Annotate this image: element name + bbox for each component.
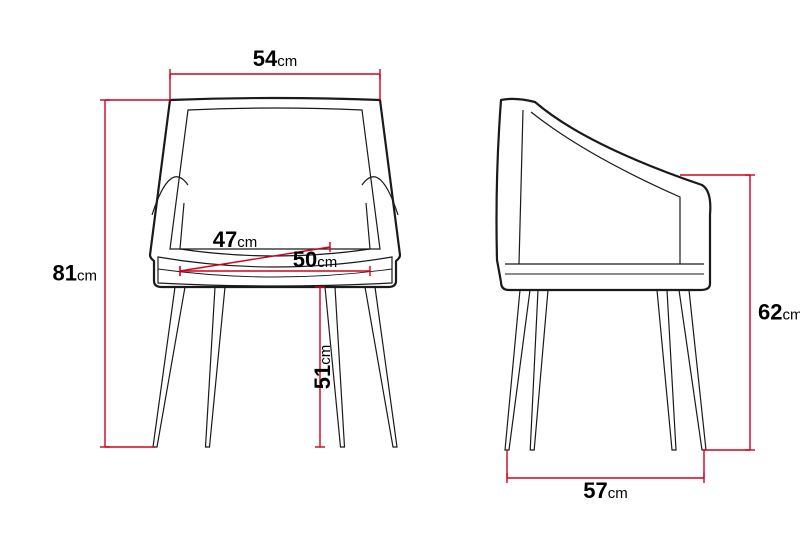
dim-label-seat_height: 51cm [310, 345, 335, 389]
chair-side-view [497, 99, 711, 450]
dim-label-width_top: 54cm [253, 46, 297, 71]
dim-label-height_total: 81cm [53, 261, 97, 286]
dim-label-seat_depth: 47cm [213, 227, 257, 252]
dim-label-back_height: 62cm [758, 300, 800, 325]
chair-front-view [150, 98, 400, 447]
dimension-diagram: 54cm81cm47cm50cm51cm62cm57cm [0, 0, 800, 533]
dim-label-depth_side: 57cm [583, 478, 627, 503]
